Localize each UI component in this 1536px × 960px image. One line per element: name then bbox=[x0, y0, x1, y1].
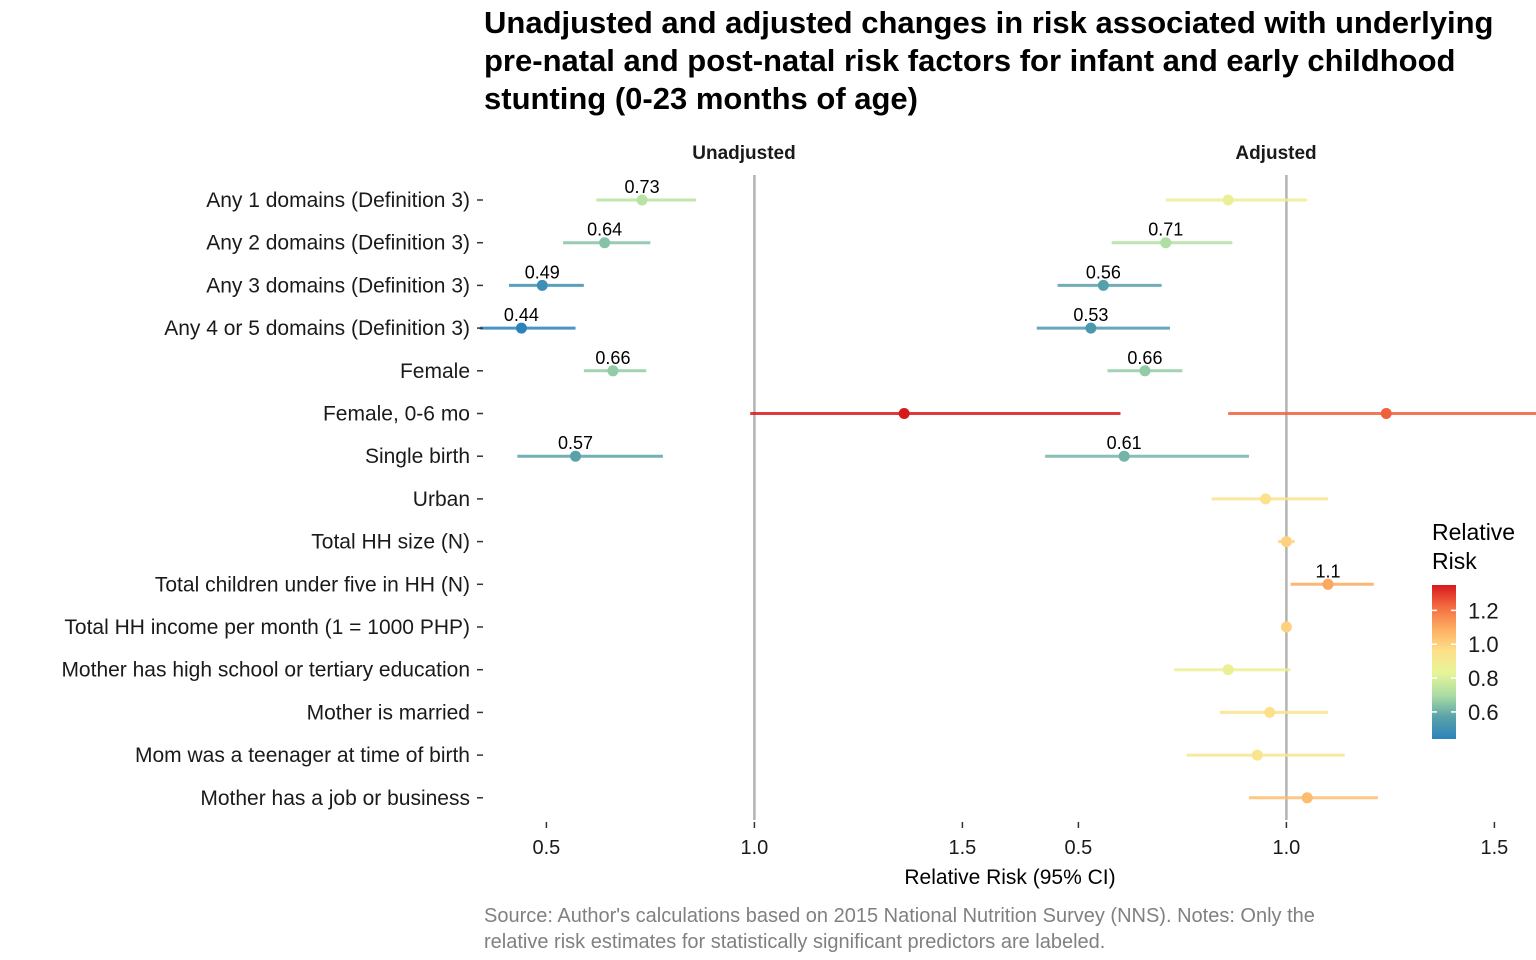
estimate-point bbox=[1222, 194, 1234, 206]
y-tick-label: Urban bbox=[413, 488, 470, 511]
estimate-point bbox=[515, 322, 527, 334]
y-tick-label: Mother is married bbox=[307, 701, 470, 724]
estimate-point bbox=[607, 365, 619, 377]
legend: Relative Risk 1.2 1.0 0.8 0.6 bbox=[1432, 519, 1515, 739]
chart-caption: Source: Author's calculations based on 2… bbox=[484, 903, 1524, 955]
estimate-point bbox=[1260, 493, 1272, 505]
estimate-label: 0.53 bbox=[1073, 305, 1108, 325]
estimate-label: 0.71 bbox=[1148, 220, 1183, 240]
estimate-point bbox=[536, 279, 548, 291]
y-tick-label: Mother has high school or tertiary educa… bbox=[61, 659, 470, 682]
panel-strip-label: Adjusted bbox=[1235, 143, 1316, 164]
panels: Unadjusted 0.73 0.64 0.49 0.44 0.66 0.57 Adjust… bbox=[479, 143, 1536, 820]
estimate-label: 0.64 bbox=[587, 220, 622, 240]
legend-tick-label: 0.8 bbox=[1468, 666, 1499, 691]
y-tick-label: Any 1 domains (Definition 3) bbox=[206, 189, 470, 212]
y-tick-label: Total children under five in HH (N) bbox=[155, 573, 470, 596]
estimate-point bbox=[1280, 621, 1292, 633]
estimate-point bbox=[1139, 365, 1151, 377]
estimate-point bbox=[1222, 664, 1234, 676]
legend-tick-label: 1.2 bbox=[1468, 598, 1499, 623]
estimate-point bbox=[1160, 237, 1172, 249]
chart-title-line: stunting (0-23 months of age) bbox=[484, 81, 918, 116]
x-tick-label: 1.5 bbox=[1480, 837, 1508, 859]
estimate-point bbox=[1380, 408, 1392, 419]
y-tick-label: Any 2 domains (Definition 3) bbox=[206, 232, 470, 255]
y-tick-label: Any 3 domains (Definition 3) bbox=[206, 274, 470, 297]
legend-tick-label: 1.0 bbox=[1468, 632, 1499, 657]
estimate-point bbox=[1280, 536, 1292, 548]
panel-strip-label: Unadjusted bbox=[692, 143, 795, 164]
legend-colorbar bbox=[1432, 585, 1456, 739]
estimate-point bbox=[898, 408, 910, 419]
y-tick-label: Mother has a job or business bbox=[200, 787, 470, 810]
estimate-label: 0.56 bbox=[1086, 262, 1121, 282]
panel-adjusted: Adjusted 0.71 0.56 0.53 0.66 0.61 1.1 bbox=[1036, 143, 1536, 820]
x-axis-title: Relative Risk (95% CI) bbox=[904, 866, 1115, 889]
estimate-point bbox=[1301, 792, 1313, 804]
estimate-label: 0.44 bbox=[504, 305, 539, 325]
estimate-point bbox=[599, 237, 611, 249]
estimate-point bbox=[570, 450, 582, 462]
estimate-label: 0.73 bbox=[625, 177, 660, 197]
estimate-point bbox=[1097, 279, 1109, 291]
chart-title-line: pre-natal and post-natal risk factors fo… bbox=[484, 43, 1456, 78]
estimate-label: 0.66 bbox=[595, 348, 630, 368]
estimate-point bbox=[1251, 749, 1263, 761]
estimate-point bbox=[1264, 706, 1276, 718]
legend-title-line: Risk bbox=[1432, 548, 1477, 574]
estimate-label: 0.66 bbox=[1127, 348, 1162, 368]
caption-line: Source: Author's calculations based on 2… bbox=[484, 905, 1315, 927]
x-tick-label: 0.5 bbox=[532, 837, 560, 859]
legend-tick-label: 0.6 bbox=[1468, 700, 1499, 725]
x-tick-label: 0.5 bbox=[1064, 837, 1092, 859]
legend-title: Relative Risk bbox=[1432, 519, 1515, 574]
y-tick-label: Female, 0-6 mo bbox=[323, 403, 470, 426]
caption-line: relative risk estimates for statisticall… bbox=[484, 931, 1106, 953]
y-tick-label: Single birth bbox=[365, 445, 470, 468]
y-tick-label: Total HH income per month (1 = 1000 PHP) bbox=[64, 616, 470, 639]
estimate-point bbox=[1085, 322, 1097, 334]
x-axis: 0.5 1.0 1.5 0.5 1.0 1.5 Relative Risk (95% CI) bbox=[532, 822, 1508, 889]
x-tick-label: 1.5 bbox=[948, 837, 976, 859]
panel-unadjusted: Unadjusted 0.73 0.64 0.49 0.44 0.66 0.57 bbox=[479, 143, 1121, 820]
x-tick-label: 1.0 bbox=[1272, 837, 1300, 859]
y-tick-label: Any 4 or 5 domains (Definition 3) bbox=[164, 317, 470, 340]
estimate-label: 1.1 bbox=[1315, 561, 1340, 581]
estimate-point bbox=[1118, 450, 1130, 462]
y-tick-label: Female bbox=[400, 360, 470, 383]
chart-title: Unadjusted and adjusted changes in risk … bbox=[484, 4, 1536, 118]
y-tick-label: Total HH size (N) bbox=[311, 531, 470, 554]
legend-title-line: Relative bbox=[1432, 519, 1515, 545]
x-tick-label: 1.0 bbox=[740, 837, 768, 859]
estimate-label: 0.61 bbox=[1107, 433, 1142, 453]
y-tick-label: Mom was a teenager at time of birth bbox=[135, 744, 470, 767]
estimate-point bbox=[636, 194, 648, 206]
y-axis: Any 1 domains (Definition 3) Any 2 domain… bbox=[61, 189, 483, 810]
estimate-label: 0.57 bbox=[558, 433, 593, 453]
estimate-point bbox=[1322, 578, 1334, 590]
estimate-label: 0.49 bbox=[525, 262, 560, 282]
chart-title-line: Unadjusted and adjusted changes in risk … bbox=[484, 5, 1494, 40]
